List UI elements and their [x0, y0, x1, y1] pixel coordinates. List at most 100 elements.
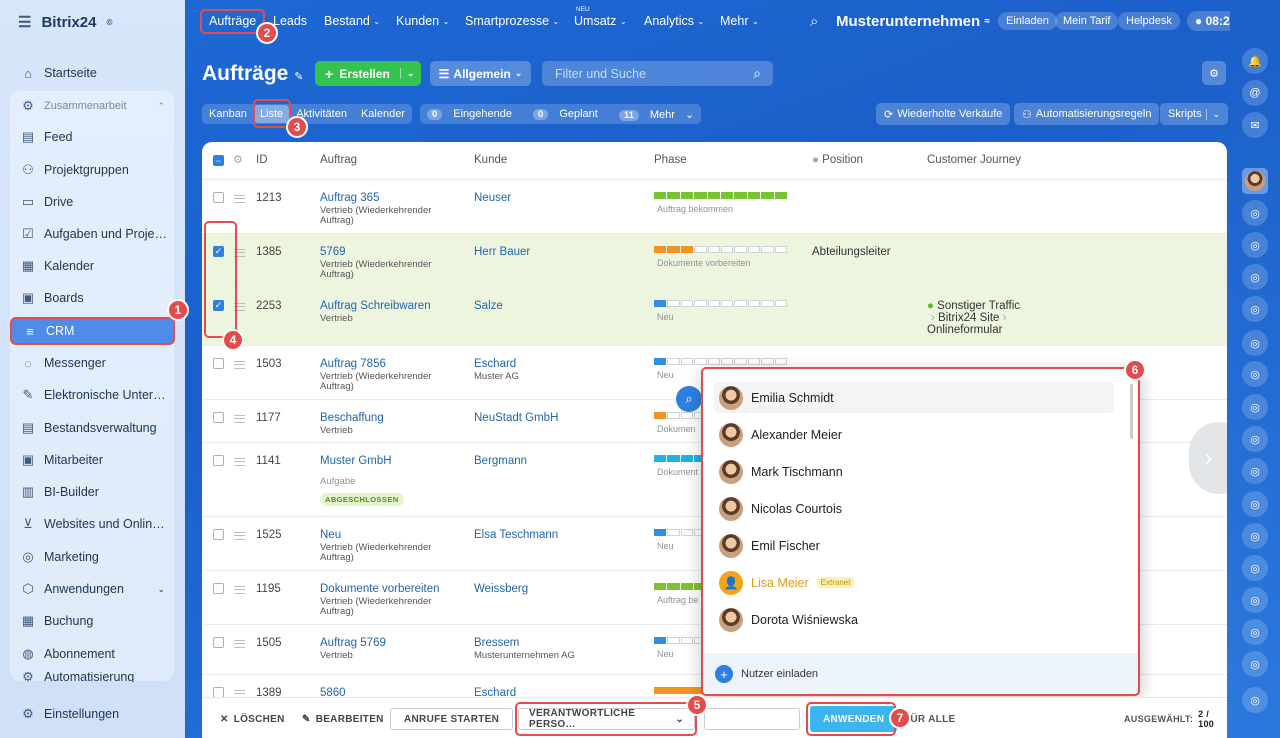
deal-link[interactable]: 5860 [320, 687, 346, 699]
pin-icon[interactable]: ✎ [294, 71, 304, 83]
for-all-checkbox[interactable]: FÜR ALLE [904, 713, 956, 725]
header-id[interactable]: ID [256, 154, 268, 166]
client-link[interactable]: Neuser [474, 192, 512, 204]
user-option[interactable]: Mark Tischmann [714, 456, 1114, 487]
sidebar-item-task[interactable]: ☑ Aufgaben und Projek… [10, 220, 175, 248]
sidebar-item-calendar[interactable]: ▦ Kalender [10, 252, 175, 280]
tab-umsatz[interactable]: Umsatz ⌄ [574, 14, 627, 28]
sidebar-item-board[interactable]: ▣ Boards [10, 284, 175, 312]
drag-handle-icon[interactable] [234, 249, 245, 257]
client-link[interactable]: Herr Bauer [474, 246, 531, 258]
automation-rules-button[interactable]: ⚇ Automatisierungsregeln [1014, 103, 1160, 125]
at-icon[interactable]: @ [1242, 80, 1268, 106]
client-link[interactable]: Bergmann [474, 455, 528, 467]
sidebar-settings[interactable]: ⚙ Einstellungen [10, 700, 175, 728]
deal-link[interactable]: Dokumente vorbereiten [320, 583, 440, 595]
tab-liste[interactable]: Liste [253, 105, 290, 123]
sidebar-item-automation[interactable]: ⚙ Automatisierung [10, 672, 175, 682]
phase-progress[interactable] [654, 687, 702, 694]
invite-button[interactable]: Einladen [998, 0, 1057, 42]
search-input[interactable]: Filter und Suche ⌕ [542, 61, 773, 86]
phase-progress[interactable] [654, 246, 788, 253]
scripts-button[interactable]: Skripts ⌄ [1160, 103, 1229, 125]
counter-planned[interactable]: 0 Geplant [526, 108, 612, 120]
drag-handle-icon[interactable] [234, 303, 245, 311]
row-checkbox[interactable]: ✓ [213, 300, 224, 311]
table-row[interactable]: 1503 Auftrag 7856 Vertrieb (Wiederkehrende… [202, 345, 1227, 399]
app-icon[interactable]: ◎ [1242, 200, 1268, 226]
sidebar-item-feed[interactable]: ▤ Feed [10, 123, 175, 151]
edit-button[interactable]: ✎ BEARBEITEN [302, 713, 384, 725]
table-row[interactable]: ✓ 2253 Auftrag Schreibwaren Vertrieb Salze Ne… [202, 287, 1227, 345]
tab-kanban[interactable]: Kanban [209, 108, 247, 120]
phase-progress[interactable] [654, 300, 788, 307]
app-icon[interactable]: ◎ [1242, 426, 1268, 452]
sidebar-item-apps[interactable]: ⬡ Anwendungen ⌄ [10, 575, 175, 603]
drag-handle-icon[interactable] [234, 415, 245, 423]
sidebar-item-cart[interactable]: ⊻ Websites und Onlines… [10, 510, 175, 538]
scroll-right-arrow-icon[interactable]: › [1189, 422, 1227, 494]
app-icon[interactable]: ◎ [1242, 555, 1268, 581]
row-checkbox[interactable] [213, 358, 224, 369]
tab-kalender[interactable]: Kalender [360, 108, 405, 120]
row-checkbox[interactable] [213, 637, 224, 648]
header-journey[interactable]: Customer Journey [927, 154, 1021, 166]
app-icon[interactable]: ◎ [1242, 619, 1268, 645]
header-client[interactable]: Kunde [474, 154, 508, 166]
row-checkbox[interactable] [213, 583, 224, 594]
delete-button[interactable]: ✕ LÖSCHEN [220, 713, 285, 725]
sidebar-item-inventory[interactable]: ▤ Bestandsverwaltung [10, 414, 175, 442]
deal-link[interactable]: Auftrag Schreibwaren [320, 300, 431, 312]
tab-analytics[interactable]: Analytics ⌄ [644, 14, 705, 28]
drag-handle-icon[interactable] [234, 195, 245, 203]
app-icon[interactable]: ◎ [1242, 523, 1268, 549]
invite-user-button[interactable]: + Nutzer einladen [702, 653, 1140, 695]
header-deal[interactable]: Auftrag [320, 154, 358, 166]
tab-aktivitaeten[interactable]: Aktivitäten [296, 108, 347, 120]
logo[interactable]: ☰ Bitrix24 © [18, 13, 113, 32]
drag-handle-icon[interactable] [234, 361, 245, 369]
chat-icon[interactable]: ✉ [1242, 112, 1268, 138]
app-icon[interactable]: ◎ [1242, 458, 1268, 484]
chevron-down-icon[interactable]: ⌄ [399, 68, 414, 79]
app-icon[interactable]: ◎ [1242, 491, 1268, 517]
table-row[interactable]: ✓ 1385 5769 Vertrieb (Wiederkehrender Auftr… [202, 233, 1227, 287]
sidebar-item-employees[interactable]: ▣ Mitarbeiter [10, 446, 175, 474]
client-link[interactable]: Bressem [474, 637, 520, 649]
user-option[interactable]: Emil Fischer [714, 530, 1114, 561]
tab-smartprozesse[interactable]: Smartprozesse ⌄ [465, 14, 560, 28]
tab-bestand[interactable]: Bestand ⌄ [324, 14, 381, 28]
phase-progress[interactable] [654, 192, 788, 199]
filter-preset-button[interactable]: ☰ Allgemein ⌄ [430, 61, 531, 86]
client-link[interactable]: Salze [474, 300, 503, 312]
client-link[interactable]: Weissberg [474, 583, 529, 595]
settings-gear-icon[interactable]: ⚙ [1202, 61, 1226, 85]
menu-icon[interactable]: ☰ [18, 14, 32, 31]
client-link[interactable]: Eschard [474, 358, 517, 370]
search-fab-icon[interactable]: ⌕ [676, 386, 702, 412]
assign-value-field[interactable] [704, 708, 800, 730]
helpdesk-button[interactable]: Helpdesk [1118, 0, 1180, 42]
sidebar-item-chart[interactable]: ▥ BI-Builder [10, 478, 175, 506]
deal-link[interactable]: 5769 [320, 246, 346, 258]
deal-link[interactable]: Beschaffung [320, 412, 384, 424]
app-icon[interactable]: ◎ [1242, 264, 1268, 290]
counter-incoming[interactable]: 0 Eingehende [420, 108, 526, 120]
deal-link[interactable]: Auftrag 7856 [320, 358, 386, 370]
column-settings-icon[interactable]: ⚙ [233, 154, 243, 166]
user-option[interactable]: Alexander Meier [714, 419, 1114, 450]
app-icon[interactable]: ◎ [1242, 394, 1268, 420]
sidebar-item-signature[interactable]: ✎ Elektronische Untersc… [10, 381, 175, 409]
user-option[interactable]: Emilia Schmidt [714, 382, 1114, 413]
select-all-checkbox[interactable]: − [213, 155, 224, 166]
sidebar-item-group[interactable]: ⚇ Projektgruppen [10, 156, 175, 184]
sidebar-item-booking[interactable]: ▦ Buchung [10, 607, 175, 635]
sidebar-item-messenger[interactable]: ◌ Messenger [10, 349, 175, 377]
counter-more[interactable]: 11 Mehr ⌄ [612, 108, 701, 121]
header-position[interactable]: ● Position [812, 154, 864, 166]
drag-handle-icon[interactable] [234, 640, 245, 648]
app-icon[interactable]: ◎ [1242, 361, 1268, 387]
assign-select[interactable]: VERANTWORTLICHE PERSO… ⌄ [518, 708, 695, 730]
app-icon[interactable]: ◎ [1242, 587, 1268, 613]
create-button[interactable]: + Erstellen ⌄ [315, 61, 421, 86]
